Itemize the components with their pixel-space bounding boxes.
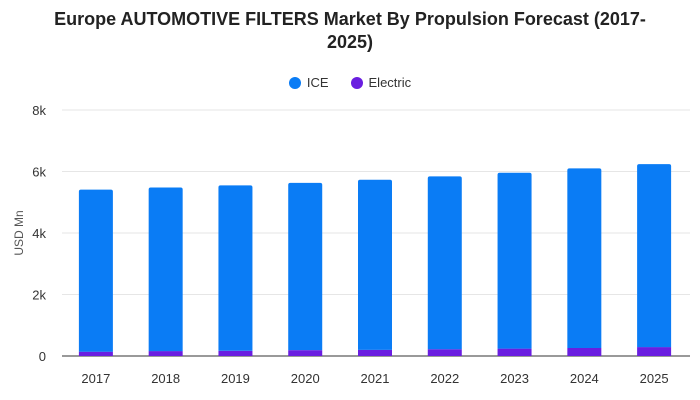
chart-title: Europe AUTOMOTIVE FILTERS Market By Prop…: [0, 8, 700, 54]
bar-ice-2022[interactable]: [427, 176, 462, 350]
bar-electric-2017[interactable]: [78, 351, 113, 356]
bar-electric-2025[interactable]: [637, 347, 672, 356]
bar-ice-2025[interactable]: [637, 164, 672, 348]
bar-ice-2021[interactable]: [358, 179, 392, 350]
bar-ice-2017[interactable]: [78, 189, 113, 352]
chart-title-line-2: 2025): [326, 32, 374, 52]
bar-ice-2024[interactable]: [567, 168, 602, 349]
bar-ice-2018[interactable]: [148, 187, 183, 352]
x-tick-label: 2018: [151, 371, 180, 386]
y-tick-label: 2k: [32, 288, 46, 303]
x-tick-label: 2017: [81, 371, 110, 386]
legend-marker-electric: [350, 76, 363, 89]
y-tick-label: 0: [39, 349, 46, 364]
x-tick-label: 2024: [570, 371, 599, 386]
legend-item-electric[interactable]: Electric: [350, 75, 412, 90]
bar-electric-2018[interactable]: [148, 351, 183, 356]
y-axis-title: USD Mn: [12, 210, 26, 255]
x-tick-label: 2022: [430, 371, 459, 386]
legend-marker-ice: [288, 76, 301, 89]
x-tick-label: 2020: [291, 371, 320, 386]
x-tick-label: 2019: [221, 371, 250, 386]
legend-item-ice[interactable]: ICE: [288, 75, 329, 90]
bar-electric-2023[interactable]: [497, 348, 532, 356]
bar-electric-2020[interactable]: [288, 350, 323, 356]
y-tick-label: 6k: [32, 165, 46, 180]
x-tick-label: 2021: [361, 371, 390, 386]
x-tick-label: 2023: [500, 371, 529, 386]
bar-electric-2019[interactable]: [218, 350, 253, 356]
chart-legend: ICE Electric: [0, 75, 700, 90]
chart-title-line-1: Europe AUTOMOTIVE FILTERS Market By Prop…: [54, 9, 646, 29]
bar-electric-2021[interactable]: [358, 349, 392, 356]
bar-ice-2019[interactable]: [218, 185, 253, 351]
y-tick-label: 8k: [32, 103, 46, 118]
legend-label-ice: ICE: [306, 75, 329, 90]
bar-ice-2020[interactable]: [288, 182, 323, 351]
bar-ice-2023[interactable]: [497, 172, 532, 349]
x-tick-label: 2025: [640, 371, 669, 386]
y-tick-label: 4k: [32, 226, 46, 241]
bar-electric-2024[interactable]: [567, 348, 602, 356]
bar-electric-2022[interactable]: [427, 349, 462, 356]
legend-label-electric: Electric: [368, 75, 412, 90]
